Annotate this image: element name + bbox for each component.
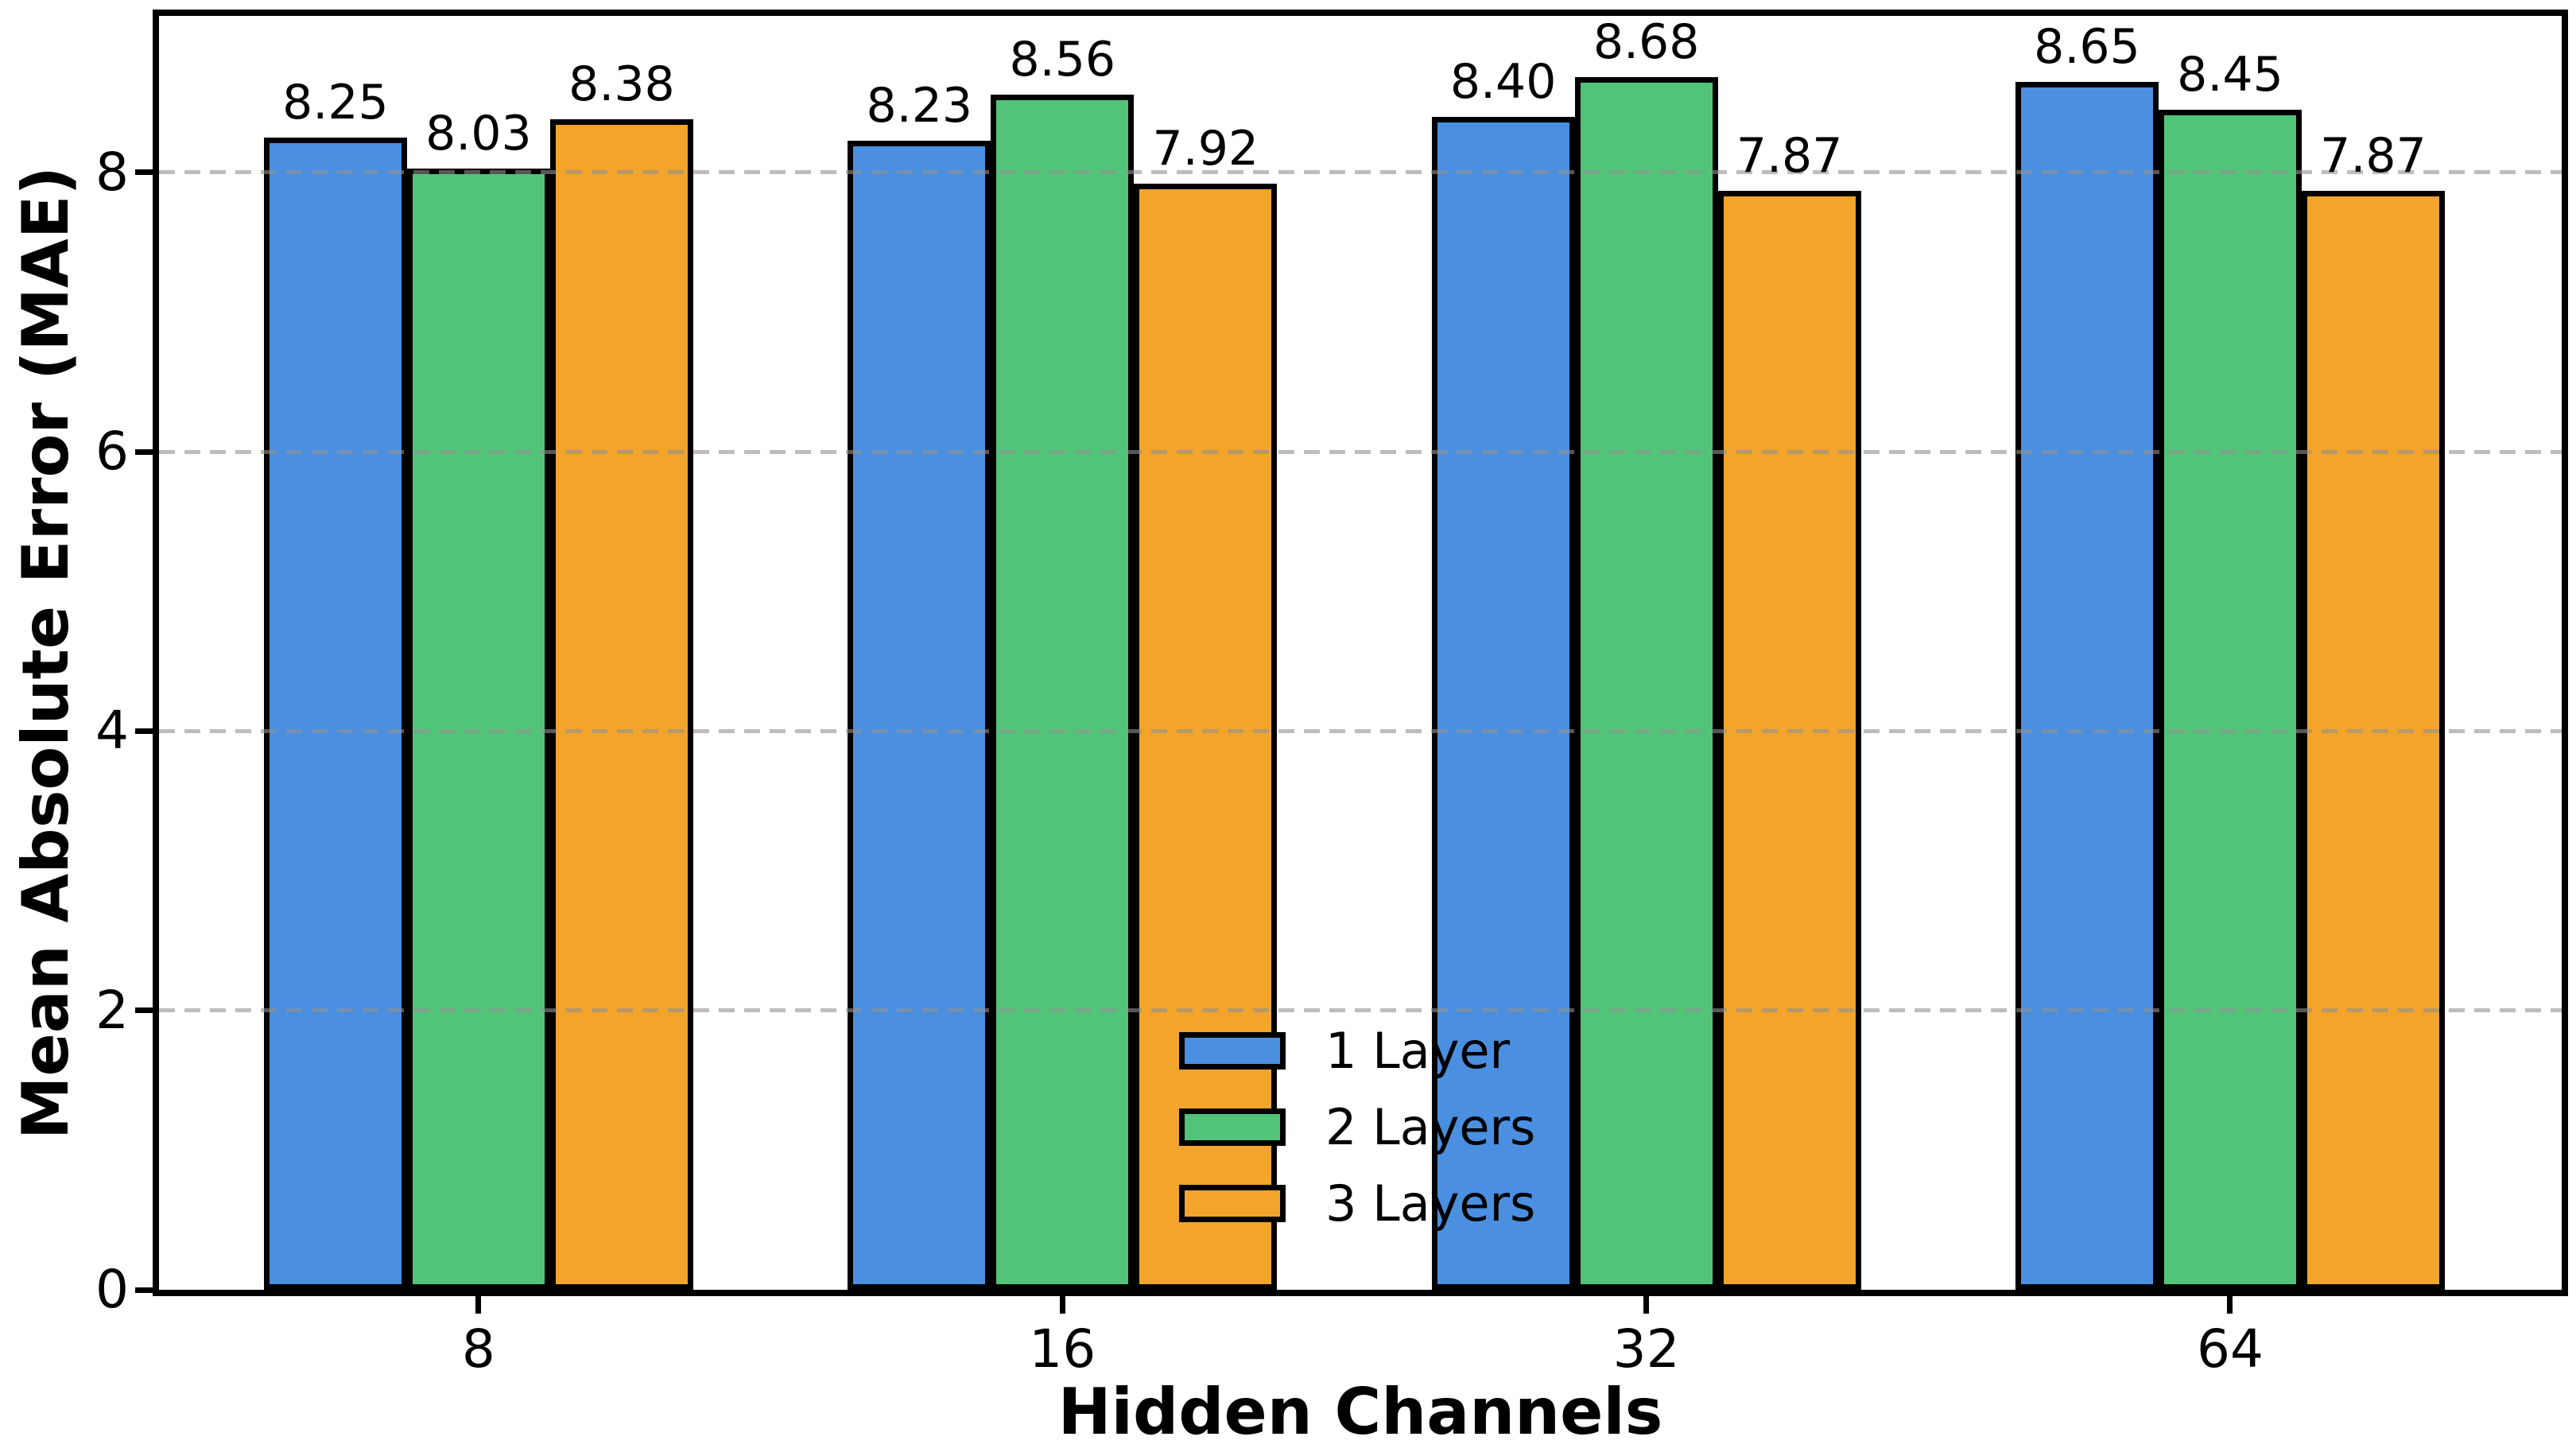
plot-area: 8.25 8.23 8.40 8.65 8.03 8.56 8.68 8.45 8.38 7.92… [159,16,2562,1290]
bar-value-label: 8.25 [282,74,389,130]
legend-label: 3 Layers [1325,1174,1536,1233]
y-axis-label: Mean Absolute Error (MAE) [9,165,83,1140]
y-tick-label-2: 2 [95,979,129,1041]
x-axis-label: Hidden Channels [1057,1375,1663,1449]
bar-value-label: 7.92 [1152,120,1259,177]
legend-item-1-layer: 1 Layer [1179,1026,1510,1075]
bar-64-2-layers [2158,109,2302,1290]
legend-swatch-3-layers [1179,1185,1286,1222]
y-tick-label-6: 6 [95,421,129,483]
x-tick-label-8: 8 [461,1318,495,1380]
legend-label: 1 Layer [1325,1021,1511,1080]
x-tick-label-16: 16 [1029,1318,1096,1380]
y-tick-mark-4 [135,728,153,734]
bar-value-label: 8.40 [1449,53,1557,110]
legend-item-3-layers: 3 Layers [1179,1178,1535,1228]
bar-32-3-layers [1717,190,1861,1290]
bar-16-2-layers [991,94,1135,1290]
legend-label: 2 Layers [1325,1097,1536,1156]
x-tick-mark-64 [2227,1296,2233,1314]
y-tick-mark-6 [135,448,153,455]
bar-value-label: 8.56 [1009,31,1116,87]
bar-value-label: 7.87 [2320,127,2427,184]
bar-32-1-layer [1431,116,1575,1290]
legend-swatch-2-layers [1179,1108,1286,1146]
bar-value-label: 8.45 [2177,46,2283,103]
y-tick-label-8: 8 [95,141,129,203]
bar-value-label: 8.38 [568,56,675,113]
bar-8-1-layer [263,137,407,1290]
x-tick-mark-16 [1059,1296,1065,1314]
bar-16-3-layers [1134,183,1278,1290]
bar-16-1-layer [848,140,991,1290]
x-tick-mark-32 [1643,1296,1650,1314]
y-tick-mark-0 [135,1287,153,1293]
y-tick-mark-2 [135,1007,153,1014]
bar-64-3-layers [2301,190,2445,1290]
x-tick-label-32: 32 [1612,1318,1680,1380]
legend-item-2-layers: 2 Layers [1179,1102,1535,1151]
x-tick-label-64: 64 [2196,1318,2264,1380]
y-tick-label-0: 0 [95,1259,129,1320]
bar-value-label: 8.23 [866,77,973,134]
bar-8-2-layers [406,168,550,1290]
legend-swatch-1-layer [1179,1032,1286,1070]
bar-8-3-layers [549,119,693,1290]
bar-value-label: 8.68 [1593,14,1700,71]
bar-value-label: 8.65 [2034,18,2140,75]
bar-value-label: 7.87 [1736,127,1843,184]
bar-value-label: 8.03 [425,105,532,161]
y-tick-mark-8 [135,169,153,176]
bar-32-2-layers [1574,77,1718,1290]
x-tick-mark-8 [475,1296,482,1314]
bar-64-1-layer [2015,81,2159,1290]
y-tick-label-4: 4 [95,700,129,762]
